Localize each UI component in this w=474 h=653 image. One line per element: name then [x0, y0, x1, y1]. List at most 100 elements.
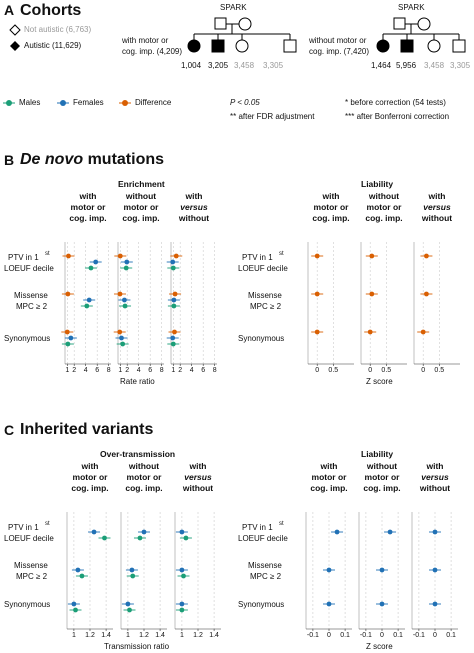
sectionB-left-col0-ticklabel-1: 2	[72, 367, 77, 374]
sectionC-left-col1-males-row1-point	[130, 573, 136, 579]
sectionB-left-row-missense-line2: MPC ≥ 2	[16, 302, 48, 311]
sectionC-right-col1-females-row0-point	[387, 529, 393, 535]
sectionB-left-col2-males-row0-point	[170, 265, 176, 271]
sectionB-left-col0-ticklabel-3: 6	[95, 367, 100, 374]
pedigree-2-count-4: 3,305	[450, 61, 471, 70]
section-b-title-italic: De novo	[20, 151, 84, 168]
sectionB-right-col2-ticklabel-0: 0	[421, 367, 426, 374]
sectionB-left-row-ptv-line1: PTV in 1	[8, 253, 39, 262]
sectionC-right-col1-ticklabel-1: 0	[380, 632, 384, 639]
section-a-letter: A	[4, 2, 15, 18]
sectionB-left-col1-ticklabel-4: 8	[159, 367, 164, 374]
sectionC-left-col1-ticklabel-2: 1.4	[155, 632, 165, 639]
section-b-left-xlabel: Rate ratio	[120, 377, 155, 386]
section-b-left-title: Enrichment	[118, 179, 165, 189]
sectionB-left-col1-females-row0-point	[124, 259, 130, 265]
sectionB-left-col0-males-row2-point	[65, 341, 71, 347]
sectionC-left-col0-ticklabel-1: 1.2	[85, 632, 95, 639]
section-c-left-title: Over-transmission	[100, 449, 176, 459]
section-b-title-rest: mutations	[83, 151, 165, 168]
sectionB-left-col1-males-row2-point	[120, 341, 126, 347]
sectionB-left-col2-hdr1: with	[185, 191, 203, 201]
section-b-right-title: Liability	[361, 179, 394, 189]
difference-legend-dot	[122, 100, 128, 106]
sectionC-left-col0-males-row2-point	[73, 607, 78, 613]
sectionB-left-col1-difference-row1-point	[117, 291, 123, 297]
sectionC-left-col1-ticklabel-0: 1	[125, 632, 130, 639]
sectionC-left-row-ptv-line1: PTV in 1	[8, 523, 39, 532]
pedigree-1-label1: with motor or	[122, 36, 169, 45]
section-b-title: De novo mutations	[20, 152, 164, 168]
pedigree-2-source: SPARK	[398, 3, 425, 12]
sectionB-right-col0-difference-row0-point	[314, 253, 320, 259]
pedigree-1-count-3: 3,458	[234, 61, 255, 70]
section-c-letter: C	[4, 422, 15, 438]
sectionB-left-row-synonymous: Synonymous	[4, 334, 51, 343]
sectionB-left-col2-ticklabel-1: 2	[178, 367, 183, 374]
sectionC-left-col1-females-row1-point	[129, 567, 135, 573]
sectionC-right-col2-ticklabel-2: 0.1	[446, 632, 456, 639]
pedigree-1-count-4: 3,305	[263, 61, 284, 70]
sectionB-right-col2-hdr3: without	[421, 213, 453, 223]
sectionB-left-row-ptv-line2: LOEUF decile	[4, 264, 54, 273]
sectionC-right-row-missense-line2: MPC ≥ 2	[250, 572, 282, 581]
sectionB-left-col0-hdr3: cog. imp.	[69, 213, 107, 223]
sectionB-right-col0-difference-row2-point	[314, 329, 320, 335]
sectionC-left-col0-females-row1-point	[75, 567, 81, 573]
sectionB-right-col2-hdr1: with	[428, 191, 446, 201]
sectionB-right-col0-hdr3: cog. imp.	[312, 213, 350, 223]
sectionC-right-col0-ticklabel-2: 0.1	[340, 632, 350, 639]
sectionB-left-col2-females-row2-point	[170, 335, 176, 341]
sectionC-left-col1-ticklabel-1: 1.2	[139, 632, 149, 639]
sectionC-right-col2-females-row1-point	[432, 567, 438, 573]
sectionC-right-col1-hdr3: cog. imp.	[363, 483, 401, 493]
sectionC-right-col1-hdr2: motor or	[364, 472, 400, 482]
sectionC-left-col2-males-row1-point	[181, 573, 186, 579]
sectionB-right-col2-difference-row0-point	[424, 253, 429, 259]
sectionC-right-col1-ticklabel-0: -0.1	[359, 632, 372, 639]
sectionB-left-col0-males-row0-point	[88, 265, 94, 271]
sectionC-left-row-missense-line1: Missense	[14, 561, 48, 570]
note-p-value: P < 0.05	[230, 98, 260, 107]
note-fdr: ** after FDR adjustment	[230, 112, 315, 121]
legend-difference: Difference	[135, 98, 172, 107]
legend-autistic: Autistic (11,629)	[24, 41, 82, 50]
section-c-left-xlabel: Transmission ratio	[104, 642, 170, 651]
sectionC-left-col2-ticklabel-1: 1.2	[193, 632, 203, 639]
sectionB-left-col2-hdr3: without	[178, 213, 210, 223]
sectionB-left-col0-females-row0-point	[93, 259, 99, 265]
sectionC-left-col2-ticklabel-0: 1	[179, 632, 184, 639]
sectionB-left-col2-hdr2: versus	[180, 202, 208, 212]
section-c-title: Inherited variants	[20, 421, 154, 438]
legend-females: Females	[73, 98, 104, 107]
pedigree-2	[376, 17, 466, 53]
sectionC-left-col0-hdr2: motor or	[72, 472, 108, 482]
sectionC-right-row-synonymous: Synonymous	[238, 600, 285, 609]
sectionB-left-col2-females-row1-point	[171, 297, 177, 303]
pedigree-2-count-1: 1,464	[371, 61, 392, 70]
sectionB-right-col1-ticklabel-1: 0.5	[381, 367, 392, 374]
sectionC-right-col0-ticklabel-0: -0.1	[306, 632, 319, 639]
females-legend-dot	[60, 100, 66, 106]
sectionB-right-row-missense-line1: Missense	[248, 291, 282, 300]
sectionB-left-col1-difference-row2-point	[117, 329, 123, 335]
sectionB-left-col2-males-row1-point	[171, 303, 177, 309]
sectionC-right-row-ptv-line2: LOEUF decile	[238, 534, 288, 543]
sectionB-right-col1-hdr1: without	[368, 191, 400, 201]
sectionB-left-col1-hdr2: motor or	[123, 202, 159, 212]
sectionB-left-col2-difference-row1-point	[172, 291, 178, 297]
sectionC-left-col0-hdr3: cog. imp.	[71, 483, 109, 493]
legend-dots	[3, 100, 131, 106]
pedigree-2-count-2: 5,956	[396, 61, 417, 70]
sectionC-left-col1-males-row2-point	[127, 607, 132, 613]
legend-not-autistic: Not autistic (6,763)	[24, 25, 92, 34]
sectionB-left-row-ptv-sup: st	[45, 251, 50, 257]
sectionC-left-col2-females-row1-point	[179, 567, 185, 573]
sectionC-right-row-ptv-sup: st	[279, 521, 284, 527]
sectionB-left-col0-ticklabel-4: 8	[106, 367, 111, 374]
sectionC-left-col2-ticklabel-2: 1.4	[209, 632, 219, 639]
sectionC-left-col2-hdr1: with	[189, 461, 207, 471]
sectionC-right-col1-females-row1-point	[379, 567, 385, 573]
pedigree-2-count-3: 3,458	[424, 61, 445, 70]
sectionB-left-col1-females-row2-point	[119, 335, 124, 341]
